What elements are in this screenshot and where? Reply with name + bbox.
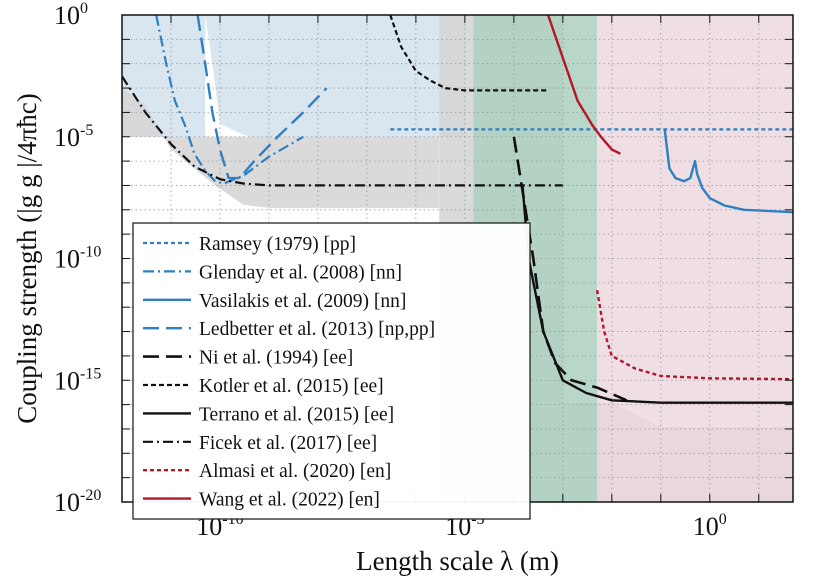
shaded-region-3	[122, 88, 440, 208]
x-axis-title: Length scale λ (m)	[356, 546, 559, 576]
legend-label-glenday-et-al-2008-nn: Glenday et al. (2008) [nn]	[199, 262, 402, 283]
y-tick-label: 10-15	[54, 365, 101, 395]
legend-label-almasi-et-al-2020-en: Almasi et al. (2020) [en]	[199, 461, 391, 482]
legend-label-vasilakis-et-al-2009-nn: Vasilakis et al. (2009) [nn]	[199, 291, 406, 312]
series-line-kotler-et-al-2015-ee	[389, 15, 549, 92]
legend-label-ficek-et-al-2017-ee: Ficek et al. (2017) [ee]	[199, 433, 377, 454]
y-tick-label: 10-5	[54, 122, 93, 152]
x-tick-label: 100	[693, 511, 727, 541]
series-line-ficek-et-al-2017-ee	[122, 75, 563, 187]
legend-box	[132, 222, 531, 520]
y-axis-title: Coupling strength (|g g |/4πħc)	[12, 93, 42, 423]
y-tick-label: 10-20	[54, 487, 101, 517]
y-tick-label: 10-10	[54, 244, 101, 274]
legend-label-ni-et-al-1994-ee: Ni et al. (1994) [ee]	[199, 348, 353, 369]
legend-label-ledbetter-et-al-2013-np-pp: Ledbetter et al. (2013) [np,pp]	[199, 319, 435, 340]
legend-label-ramsey-1979-pp: Ramsey (1979) [pp]	[199, 234, 356, 255]
y-tick-label: 100	[54, 0, 88, 30]
series-line-ledbetter-et-al-2013-np-pp	[196, 15, 328, 180]
series-line-vasilakis-et-al-2009-nn	[663, 129, 793, 214]
legend: Ramsey (1979) [pp] Glenday et al. (2008) …	[132, 222, 531, 520]
legend-label-terrano-et-al-2015-ee: Terrano et al. (2015) [ee]	[199, 404, 394, 425]
series-line-almasi-et-al-2020-en	[595, 289, 793, 381]
series-lines	[122, 15, 793, 404]
series-line-terrano-et-al-2015-ee	[521, 185, 793, 404]
series-line-wang-et-al-2022-en	[546, 15, 621, 155]
legend-label-kotler-et-al-2015-ee: Kotler et al. (2015) [ee]	[199, 376, 384, 397]
series-line-glenday-et-al-2008-nn	[155, 15, 304, 185]
legend-label-wang-et-al-2022-en: Wang et al. (2022) [en]	[199, 490, 380, 511]
shaded-region-2	[205, 15, 465, 137]
